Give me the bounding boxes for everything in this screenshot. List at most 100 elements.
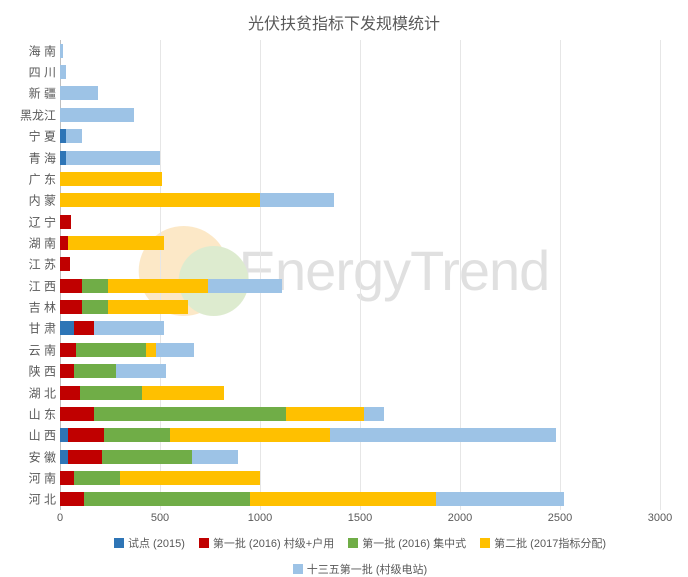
bar-segment: [94, 407, 286, 421]
bar-segment: [108, 300, 188, 314]
y-category-label: 内 蒙: [0, 192, 56, 209]
bar-row: [60, 193, 334, 207]
bar-row: [60, 86, 98, 100]
bar-row: [60, 492, 564, 506]
y-category-label: 安 徽: [0, 448, 56, 465]
bar-segment: [76, 343, 146, 357]
y-category-label: 河 南: [0, 469, 56, 486]
bar-segment: [82, 279, 108, 293]
bar-segment: [60, 65, 66, 79]
y-category-label: 广 东: [0, 170, 56, 187]
y-category-label: 海 南: [0, 42, 56, 59]
x-tick-label: 2500: [548, 512, 572, 524]
bar-row: [60, 407, 384, 421]
x-tick-label: 500: [151, 512, 169, 524]
bar-row: [60, 108, 134, 122]
bar-segment: [60, 108, 134, 122]
bar-row: [60, 236, 164, 250]
bar-row: [60, 151, 160, 165]
bar-segment: [60, 428, 68, 442]
bar-segment: [330, 428, 556, 442]
bar-segment: [142, 386, 224, 400]
x-tick-label: 1500: [348, 512, 372, 524]
bar-row: [60, 172, 162, 186]
bar-segment: [170, 428, 330, 442]
bar-segment: [82, 300, 108, 314]
bar-segment: [74, 321, 94, 335]
bar-segment: [60, 215, 71, 229]
legend-item: 试点 (2015): [114, 535, 185, 551]
bar-segment: [102, 450, 192, 464]
bar-segment: [60, 172, 162, 186]
bar-segment: [60, 44, 63, 58]
bar-segment: [74, 364, 116, 378]
legend-item: 十三五第一批 (村级电站): [293, 561, 427, 577]
legend-label: 第一批 (2016) 村级+户用: [213, 535, 334, 551]
bar-segment: [60, 193, 260, 207]
bar-segment: [66, 129, 82, 143]
bar-segment: [68, 236, 164, 250]
legend-swatch: [293, 564, 303, 574]
y-category-label: 河 北: [0, 491, 56, 508]
x-tick-label: 0: [57, 512, 63, 524]
bar-segment: [436, 492, 564, 506]
bar-segment: [60, 279, 82, 293]
bar-row: [60, 321, 164, 335]
y-category-label: 新 疆: [0, 85, 56, 102]
bar-segment: [60, 492, 84, 506]
bar-segment: [60, 386, 80, 400]
legend-swatch: [348, 538, 358, 548]
chart-title: 光伏扶贫指标下发规模统计: [0, 0, 688, 34]
gridline: [560, 40, 561, 510]
bar-segment: [146, 343, 156, 357]
bar-segment: [250, 492, 436, 506]
y-category-label: 陕 西: [0, 363, 56, 380]
legend-swatch: [199, 538, 209, 548]
bar-row: [60, 279, 282, 293]
bar-row: [60, 386, 224, 400]
bar-segment: [60, 300, 82, 314]
bar-row: [60, 257, 70, 271]
bar-segment: [120, 471, 260, 485]
bar-segment: [60, 407, 94, 421]
bar-segment: [74, 471, 120, 485]
y-category-label: 辽 宁: [0, 213, 56, 230]
legend-item: 第二批 (2017指标分配): [480, 535, 606, 551]
y-category-label: 吉 林: [0, 299, 56, 316]
plot-area: [60, 40, 660, 510]
x-tick-label: 1000: [248, 512, 272, 524]
legend-swatch: [480, 538, 490, 548]
x-tick-label: 2000: [448, 512, 472, 524]
bar-segment: [66, 151, 160, 165]
legend-item: 第一批 (2016) 集中式: [348, 535, 466, 551]
bar-row: [60, 65, 66, 79]
legend-swatch: [114, 538, 124, 548]
y-category-label: 宁 夏: [0, 128, 56, 145]
y-category-label: 江 苏: [0, 256, 56, 273]
bar-segment: [286, 407, 364, 421]
y-category-label: 湖 南: [0, 234, 56, 251]
legend-label: 十三五第一批 (村级电站): [307, 561, 427, 577]
y-category-label: 云 南: [0, 341, 56, 358]
bar-segment: [260, 193, 334, 207]
bar-segment: [84, 492, 250, 506]
bar-segment: [60, 86, 98, 100]
bar-row: [60, 471, 260, 485]
x-axis: 050010001500200025003000: [60, 512, 660, 530]
legend-label: 第二批 (2017指标分配): [494, 535, 606, 551]
bar-segment: [68, 428, 104, 442]
y-category-label: 江 西: [0, 277, 56, 294]
bar-segment: [116, 364, 166, 378]
bar-row: [60, 129, 82, 143]
bar-segment: [104, 428, 170, 442]
y-category-label: 甘 肃: [0, 320, 56, 337]
bar-row: [60, 300, 188, 314]
bar-segment: [60, 236, 68, 250]
bar-segment: [192, 450, 238, 464]
bar-segment: [60, 257, 70, 271]
bar-row: [60, 428, 556, 442]
legend-label: 第一批 (2016) 集中式: [362, 535, 466, 551]
bar-row: [60, 364, 166, 378]
bar-segment: [208, 279, 282, 293]
y-category-label: 青 海: [0, 149, 56, 166]
